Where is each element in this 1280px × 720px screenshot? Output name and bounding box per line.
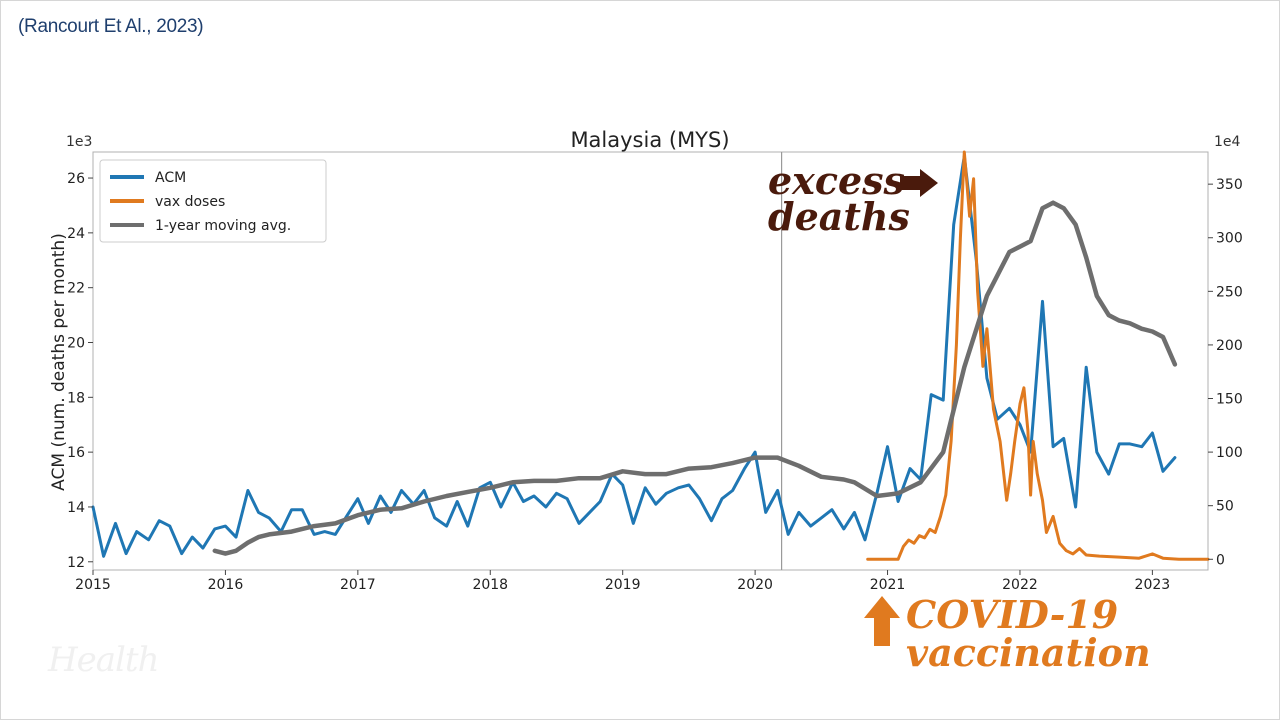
- right-y-tick-label: 300: [1216, 231, 1243, 247]
- x-tick-label: 2018: [472, 577, 508, 593]
- x-tick-label: 2019: [605, 577, 641, 593]
- left-y-tick-label: 16: [67, 445, 85, 461]
- y-axis-label: ACM (num. deaths per month): [49, 233, 69, 491]
- right-y-tick-label: 150: [1216, 392, 1243, 408]
- covid-vaccination-line1: COVID-19: [906, 592, 1118, 637]
- right-y-tick-label: 350: [1216, 177, 1243, 193]
- x-tick-label: 2017: [340, 577, 376, 593]
- citation-text: (Rancourt Et Al., 2023): [18, 16, 204, 37]
- vax-doses-series-line: [866, 150, 1210, 561]
- left-y-tick-label: 24: [67, 226, 85, 242]
- right-y-tick-label: 50: [1216, 499, 1234, 515]
- legend-label-avg: 1-year moving avg.: [155, 218, 291, 234]
- excess-deaths-line2: deaths: [768, 194, 910, 239]
- moving-avg-series-line: [212, 200, 1178, 556]
- x-tick-label: 2020: [737, 577, 773, 593]
- right-axis-multiplier: 1e4: [1214, 134, 1241, 150]
- legend-label-vax: vax doses: [155, 194, 225, 210]
- covid-vaccination-line2: vaccination: [906, 630, 1151, 675]
- x-tick-label: 2022: [1002, 577, 1038, 593]
- excess-deaths-line1: excess: [768, 158, 905, 203]
- right-y-tick-label: 0: [1216, 552, 1225, 568]
- chart-title: Malaysia (MYS): [570, 128, 729, 152]
- x-tick-label: 2015: [75, 577, 111, 593]
- left-y-tick-label: 12: [67, 555, 85, 571]
- left-y-tick-label: 22: [67, 281, 85, 297]
- left-y-tick-label: 14: [67, 500, 85, 516]
- x-tick-label: 2016: [208, 577, 244, 593]
- watermark-logo: Health: [48, 640, 159, 680]
- legend-label-acm: ACM: [155, 170, 186, 186]
- left-y-tick-label: 26: [67, 171, 85, 187]
- left-y-tick-label: 20: [67, 335, 85, 351]
- excess-arrow-icon: [900, 169, 938, 197]
- legend-box: [99, 159, 327, 243]
- right-y-tick-label: 100: [1216, 445, 1243, 461]
- right-y-tick-label: 200: [1216, 338, 1243, 354]
- x-tick-label: 2021: [870, 577, 906, 593]
- legend: ACM vax doses 1-year moving avg.: [99, 159, 327, 243]
- left-y-tick-label: 18: [67, 390, 85, 406]
- vaccination-arrow-icon: [864, 596, 900, 646]
- x-tick-label: 2023: [1135, 577, 1171, 593]
- right-y-tick-label: 250: [1216, 284, 1243, 300]
- left-axis-multiplier: 1e3: [66, 134, 92, 150]
